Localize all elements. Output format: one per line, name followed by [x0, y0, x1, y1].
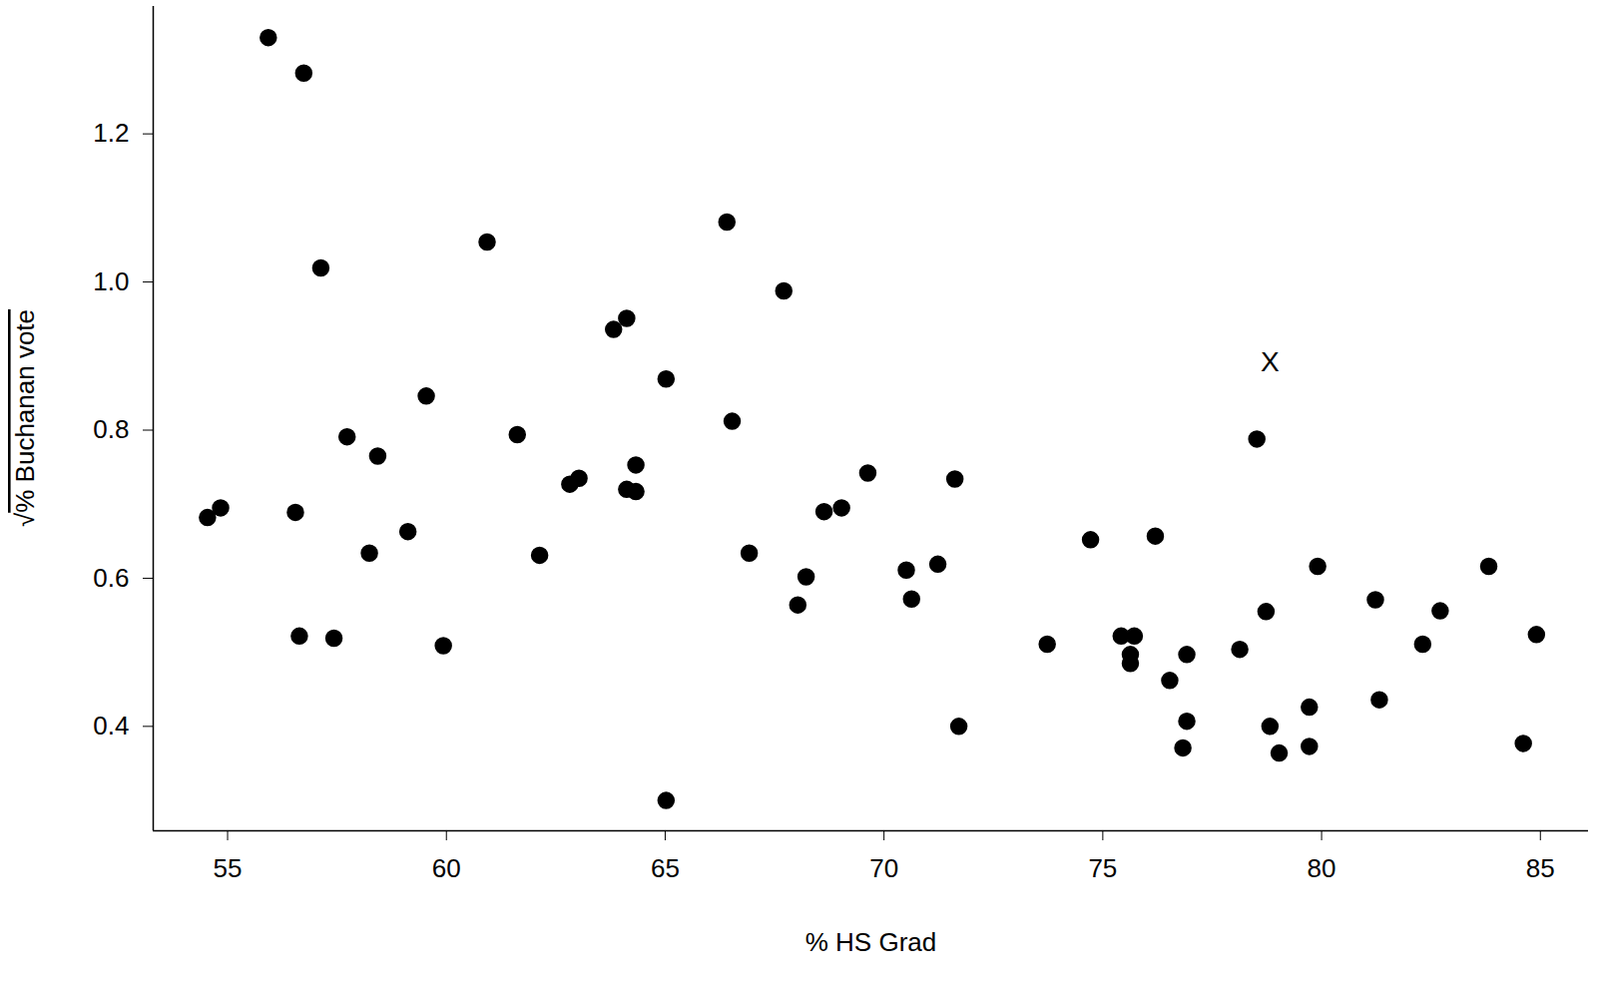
svg-text:0.6: 0.6 [92, 562, 129, 593]
svg-text:1.0: 1.0 [92, 266, 129, 297]
svg-text:0.8: 0.8 [92, 414, 129, 445]
svg-text:0.4: 0.4 [92, 710, 129, 741]
svg-text:55: 55 [213, 853, 243, 884]
svg-text:1.2: 1.2 [92, 117, 129, 148]
svg-text:80: 80 [1307, 853, 1337, 884]
svg-text:70: 70 [869, 853, 899, 884]
svg-text:65: 65 [650, 853, 680, 884]
svg-text:85: 85 [1526, 853, 1556, 884]
svg-text:60: 60 [432, 853, 462, 884]
svg-text:√% Buchanan vote: √% Buchanan vote [9, 309, 40, 528]
svg-text:75: 75 [1087, 853, 1117, 884]
svg-text:% HS Grad: % HS Grad [805, 927, 938, 958]
svg-text:X: X [1260, 346, 1280, 378]
